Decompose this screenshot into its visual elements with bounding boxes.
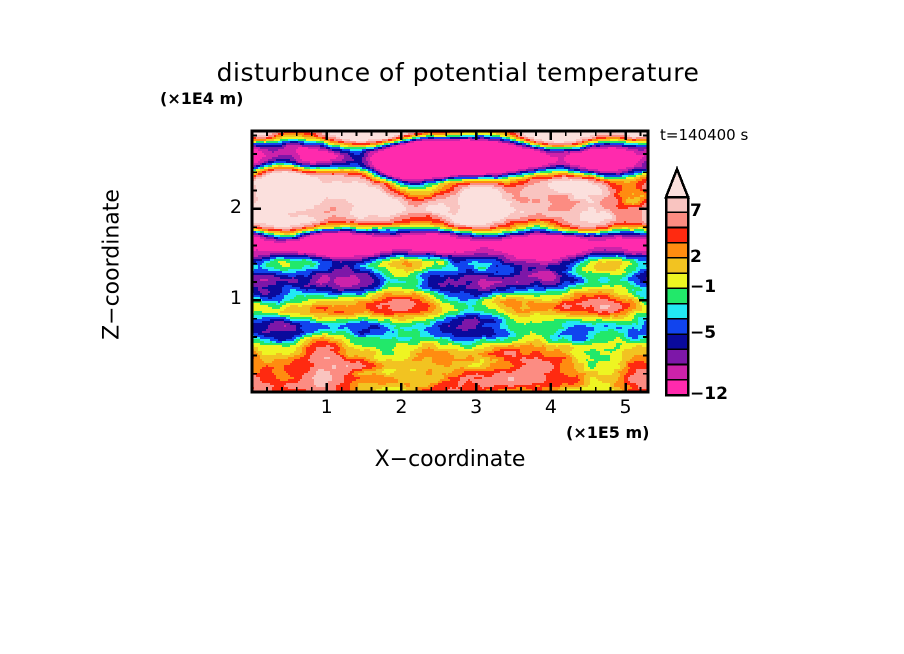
x-tick-label: 3 [470, 396, 483, 418]
colorbar-band [665, 226, 689, 245]
colorbar-band [665, 378, 689, 397]
colorbar-band [665, 333, 689, 351]
time-stamp-label: t=140400 s [660, 126, 749, 144]
colorbar-extend-arrow [664, 165, 690, 199]
colorbar-tick-label: 2 [690, 246, 702, 267]
z-unit-label: (×1E4 m) [160, 89, 244, 108]
colorbar-band [665, 257, 689, 275]
x-axis-title: X−coordinate [374, 447, 526, 472]
colorbar-tick-label: 7 [690, 201, 702, 222]
colorbar-band [665, 318, 689, 336]
y-tick-label: 1 [229, 287, 242, 310]
contour-field [252, 131, 648, 392]
colorbar-band [665, 196, 689, 214]
colorbar-band [665, 302, 689, 321]
x-tick-label: 5 [619, 396, 632, 418]
x-unit-label: (×1E5 m) [566, 423, 650, 442]
plot-frame [250, 129, 650, 394]
x-tick-label: 2 [395, 396, 408, 418]
colorbar-band [665, 241, 689, 260]
colorbar-band [665, 287, 689, 306]
page-title: disturbunce of potential temperature [216, 58, 700, 87]
colorbar-tick-label: −12 [690, 384, 728, 404]
colorbar [664, 165, 690, 397]
y-tick-label: 2 [229, 195, 242, 218]
y-axis-title: Z−coordinate [99, 189, 125, 340]
x-tick-label: 4 [544, 396, 557, 418]
colorbar-band [665, 348, 689, 366]
axis-ticks [252, 131, 648, 392]
x-tick-label: 1 [320, 396, 333, 418]
colorbar-band [665, 211, 689, 229]
colorbar-band [665, 363, 689, 382]
colorbar-band [665, 272, 689, 290]
colorbar-tick-label: −1 [690, 277, 717, 298]
colorbar-tick-label: −5 [690, 323, 717, 344]
